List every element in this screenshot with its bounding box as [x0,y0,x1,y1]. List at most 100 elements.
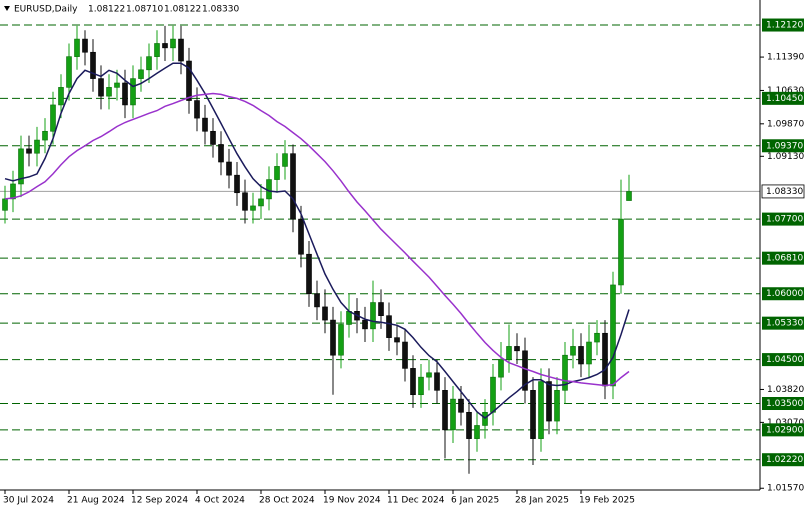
level-label-box [762,91,804,105]
candle-body [442,390,448,431]
candle-body [546,381,552,422]
candle-body [178,38,184,62]
candle-body [42,130,48,141]
candle-body [114,82,120,88]
candle-body [562,354,568,391]
candle-body [98,78,104,97]
y-tick-label: 1.09130 [767,152,804,162]
candle-body [74,38,80,57]
candle-body [298,218,304,255]
y-tick-label: 1.03070 [767,418,804,428]
level-label-box [762,397,804,411]
level-label-box [762,423,804,437]
x-tick-label: 4 Oct 2024 [195,496,245,506]
candle-body [314,293,320,308]
candle-body [250,205,256,211]
candle-body [154,43,160,57]
header-ohlc: 1.08122 1.08710 1.08122 1.08330 [88,5,239,15]
candle-body [490,376,496,413]
candle-body [594,332,600,343]
candle-body [498,359,504,378]
level-label-box [762,353,804,367]
candle-body [210,130,216,145]
y-tick-label: 1.11390 [767,53,804,63]
header-value: 1.08710 [126,5,163,15]
x-tick-label: 12 Sep 2024 [131,496,188,506]
candle-body [306,253,312,295]
level-label-box [762,18,804,32]
level-label: 1.09370 [766,141,803,151]
level-label: 1.02220 [766,455,803,465]
candle-body [322,306,328,321]
level-label: 1.04500 [766,355,803,365]
candle-body [202,117,208,132]
candle-body [170,38,176,49]
level-label: 1.06000 [766,289,803,299]
y-tick-label: 1.01570 [767,484,804,494]
menu-arrow[interactable] [4,6,10,11]
candle-body [394,337,400,343]
candle-body [570,346,576,356]
header-value: 1.08330 [202,5,239,15]
candle-body [146,56,152,71]
level-label-box [762,139,804,153]
candle-body [450,398,456,431]
candle-body [242,192,248,211]
x-tick-label: 19 Feb 2025 [579,496,635,506]
candle-body [418,376,424,396]
candle-body [106,87,112,97]
moving-average [4,62,630,419]
candle-body [426,372,432,378]
candle-body [26,148,32,154]
candle-body [378,302,384,316]
header-value: 1.08122 [164,5,201,15]
candle-body [10,183,16,200]
candle-body [338,324,344,356]
candle-body [234,174,240,194]
candle-body [90,51,96,79]
candle-body [538,381,544,439]
candle-body [458,398,464,413]
x-tick-label: 21 Aug 2024 [67,496,125,506]
x-tick-label: 19 Nov 2024 [323,496,381,506]
candle-body [514,346,520,352]
plot [0,24,760,474]
candle-body [346,310,352,325]
y-tick-label: 1.09870 [767,119,804,129]
candle-body [434,372,440,391]
candle-body [226,161,232,176]
candle-body [530,390,536,439]
candle-body [610,284,616,387]
candle-body [82,38,88,53]
level-label: 1.12120 [766,21,803,31]
candle-body [122,82,128,106]
candle-body [370,302,376,330]
candle-body [402,341,408,369]
candle-body [506,346,512,360]
candle-body [474,425,480,439]
candle-body [362,319,368,330]
candle-body [34,139,40,154]
x-tick-label: 28 Oct 2024 [259,496,315,506]
level-label-box [762,316,804,330]
x-tick-label: 28 Jan 2025 [515,496,569,506]
candle-body [18,148,24,185]
candle-body [274,166,280,180]
candle-body [410,368,416,396]
x-tick-label: 30 Jul 2024 [3,496,54,506]
candle-body [386,315,392,338]
level-label-box [762,212,804,226]
candle-body [282,153,288,167]
candle-body [2,198,8,211]
level-label-box [762,287,804,301]
current-price-box [761,184,805,199]
candle-body [522,350,528,391]
candle-body [258,198,264,207]
level-label: 1.07700 [766,215,803,225]
level-label: 1.02900 [766,425,803,435]
level-label-box [762,453,804,467]
candle-body [626,191,632,201]
candle-body [50,104,56,132]
